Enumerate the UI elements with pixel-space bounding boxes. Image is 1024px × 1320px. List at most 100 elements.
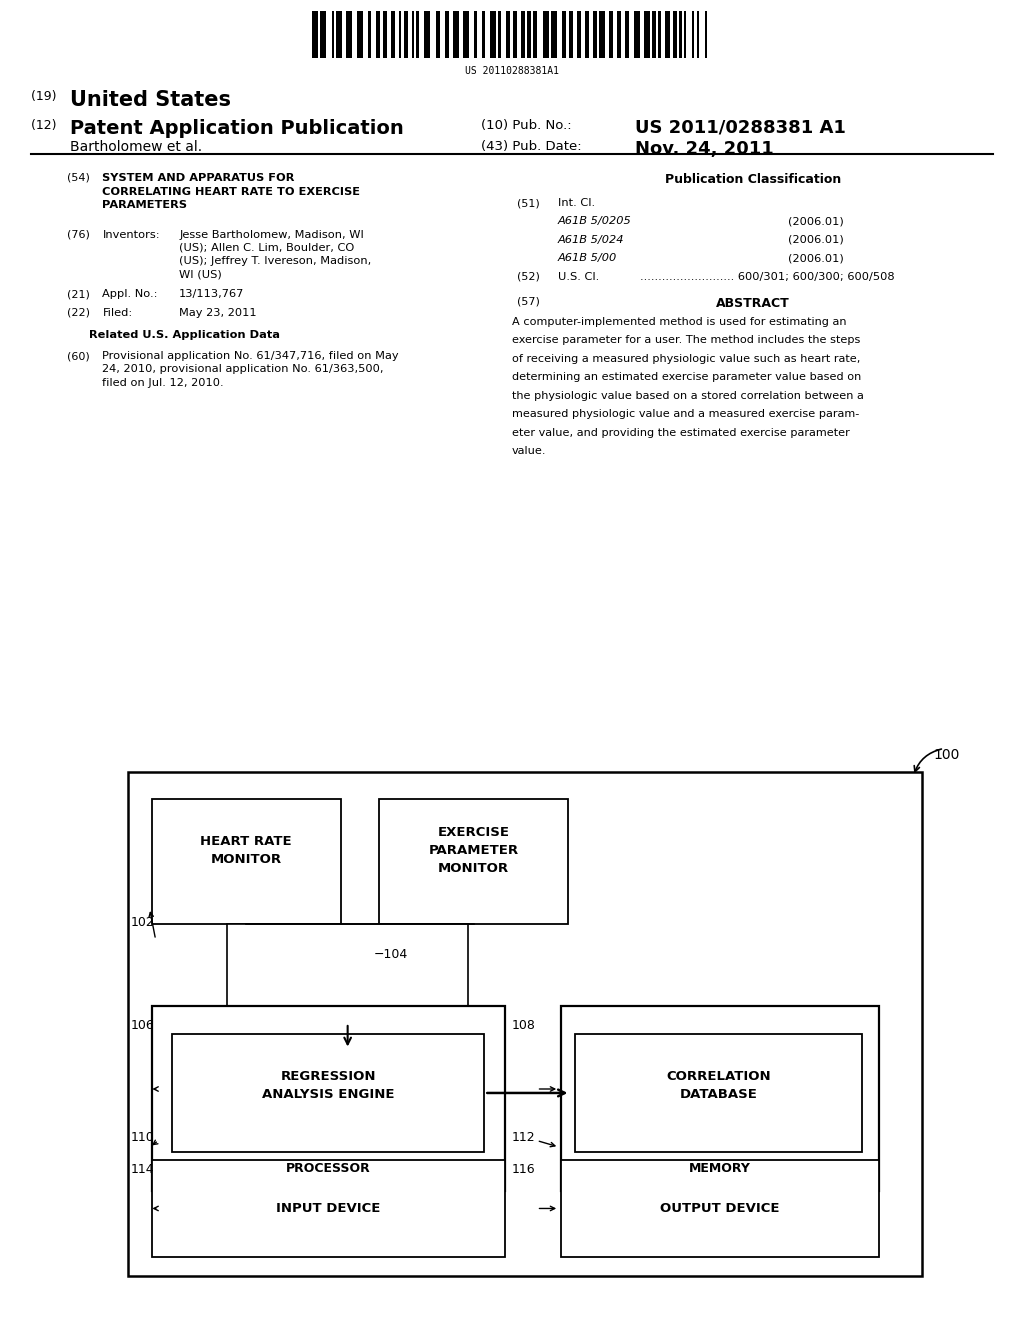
- Bar: [332, 11, 334, 58]
- Bar: [585, 11, 589, 58]
- Bar: [346, 11, 351, 58]
- Bar: [625, 11, 629, 58]
- Text: EXERCISE
PARAMETER
MONITOR: EXERCISE PARAMETER MONITOR: [428, 826, 519, 875]
- Bar: [684, 11, 686, 58]
- Text: PROCESSOR: PROCESSOR: [286, 1162, 371, 1175]
- Bar: [463, 11, 469, 58]
- Text: (76): (76): [67, 230, 89, 240]
- Text: 100: 100: [934, 747, 961, 762]
- Bar: [172, 1034, 484, 1152]
- Text: Nov. 24, 2011: Nov. 24, 2011: [635, 140, 773, 158]
- Text: (54): (54): [67, 173, 89, 183]
- Text: exercise parameter for a user. The method includes the steps: exercise parameter for a user. The metho…: [512, 335, 860, 346]
- Text: Related U.S. Application Data: Related U.S. Application Data: [89, 330, 280, 341]
- Bar: [608, 11, 612, 58]
- Text: (12): (12): [31, 119, 60, 132]
- Text: Appl. No.:: Appl. No.:: [102, 289, 158, 300]
- Bar: [568, 11, 572, 58]
- Text: measured physiologic value and a measured exercise param-: measured physiologic value and a measure…: [512, 409, 859, 420]
- Bar: [357, 11, 362, 58]
- Text: 110: 110: [131, 1131, 155, 1144]
- Text: Filed:: Filed:: [102, 308, 133, 318]
- Text: (51): (51): [517, 198, 540, 209]
- Bar: [454, 11, 459, 58]
- Text: CORRELATION
DATABASE: CORRELATION DATABASE: [667, 1069, 771, 1101]
- Bar: [551, 11, 557, 58]
- Bar: [128, 772, 922, 1276]
- Bar: [425, 11, 430, 58]
- Text: Int. Cl.: Int. Cl.: [558, 198, 595, 209]
- Text: U.S. Cl.: U.S. Cl.: [558, 272, 599, 282]
- Text: the physiologic value based on a stored correlation between a: the physiologic value based on a stored …: [512, 391, 864, 401]
- Bar: [696, 11, 699, 58]
- Text: ABSTRACT: ABSTRACT: [716, 297, 790, 310]
- Text: 114: 114: [131, 1163, 155, 1176]
- Text: (2006.01): (2006.01): [788, 216, 844, 227]
- Bar: [520, 11, 524, 58]
- Text: 108: 108: [512, 1019, 536, 1032]
- Text: Bartholomew et al.: Bartholomew et al.: [70, 140, 202, 154]
- Bar: [705, 11, 708, 58]
- Bar: [498, 11, 501, 58]
- Text: 13/113,767: 13/113,767: [179, 289, 245, 300]
- Text: .......................... 600/301; 600/300; 600/508: .......................... 600/301; 600/…: [640, 272, 895, 282]
- Text: −104: −104: [374, 948, 408, 961]
- Bar: [634, 11, 640, 58]
- Bar: [679, 11, 682, 58]
- Bar: [673, 11, 677, 58]
- Bar: [658, 11, 660, 58]
- Bar: [417, 11, 419, 58]
- Text: INPUT DEVICE: INPUT DEVICE: [276, 1203, 380, 1214]
- Text: (57): (57): [517, 297, 540, 308]
- Bar: [575, 1034, 862, 1152]
- Bar: [391, 11, 395, 58]
- Text: (52): (52): [517, 272, 540, 282]
- Text: A computer-implemented method is used for estimating an: A computer-implemented method is used fo…: [512, 317, 847, 327]
- Bar: [561, 1160, 879, 1257]
- Bar: [599, 11, 605, 58]
- Bar: [398, 11, 401, 58]
- Text: May 23, 2011: May 23, 2011: [179, 308, 257, 318]
- Bar: [474, 11, 476, 58]
- Bar: [562, 11, 566, 58]
- Text: MEMORY: MEMORY: [689, 1162, 751, 1175]
- Text: 102: 102: [131, 916, 155, 929]
- Bar: [692, 11, 694, 58]
- Bar: [227, 924, 468, 1023]
- Text: 116: 116: [512, 1163, 536, 1176]
- Text: Publication Classification: Publication Classification: [665, 173, 841, 186]
- Bar: [561, 1006, 879, 1191]
- Text: (43) Pub. Date:: (43) Pub. Date:: [481, 140, 582, 153]
- Text: (60): (60): [67, 351, 89, 362]
- Bar: [543, 11, 549, 58]
- Bar: [445, 11, 450, 58]
- Text: Inventors:: Inventors:: [102, 230, 160, 240]
- Bar: [490, 11, 496, 58]
- Bar: [312, 11, 317, 58]
- Bar: [527, 11, 531, 58]
- Bar: [513, 11, 516, 58]
- Text: (22): (22): [67, 308, 89, 318]
- Text: Patent Application Publication: Patent Application Publication: [70, 119, 403, 137]
- Text: A61B 5/0205: A61B 5/0205: [558, 216, 632, 227]
- Bar: [152, 1160, 505, 1257]
- Text: determining an estimated exercise parameter value based on: determining an estimated exercise parame…: [512, 372, 861, 383]
- Bar: [577, 11, 581, 58]
- Bar: [377, 11, 380, 58]
- Text: (10) Pub. No.:: (10) Pub. No.:: [481, 119, 577, 132]
- Bar: [506, 11, 510, 58]
- Bar: [152, 799, 341, 924]
- Text: (21): (21): [67, 289, 89, 300]
- Text: US 2011/0288381 A1: US 2011/0288381 A1: [635, 119, 846, 137]
- Bar: [321, 11, 326, 58]
- Text: United States: United States: [70, 90, 230, 110]
- Bar: [644, 11, 649, 58]
- Bar: [482, 11, 484, 58]
- Text: 106: 106: [131, 1019, 155, 1032]
- Bar: [369, 11, 371, 58]
- Bar: [412, 11, 414, 58]
- Text: A61B 5/00: A61B 5/00: [558, 253, 617, 264]
- Bar: [665, 11, 671, 58]
- Bar: [152, 1006, 505, 1191]
- Text: REGRESSION
ANALYSIS ENGINE: REGRESSION ANALYSIS ENGINE: [262, 1069, 394, 1101]
